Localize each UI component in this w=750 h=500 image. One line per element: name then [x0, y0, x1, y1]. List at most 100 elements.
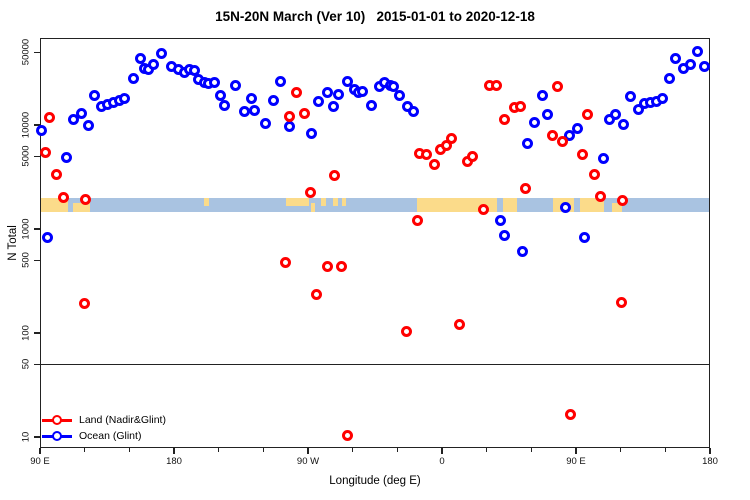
x-tick [575, 448, 577, 454]
data-point-ocean [560, 201, 572, 213]
data-point-ocean [684, 59, 696, 71]
data-point-ocean [76, 108, 88, 120]
y-tick [34, 259, 40, 262]
map-band-land-segment [321, 197, 326, 206]
x-tick [664, 448, 667, 452]
data-point-ocean [656, 92, 668, 104]
y-tick-label: 10 [20, 431, 32, 443]
data-point-land [290, 86, 302, 98]
data-point-land [467, 151, 479, 163]
map-band-land-segment [503, 197, 518, 213]
data-point-ocean [67, 114, 79, 126]
data-point-ocean [321, 86, 333, 98]
y-tick [34, 332, 40, 334]
x-tick [307, 448, 309, 454]
legend-label-land: Land (Nadir&Glint) [79, 414, 166, 426]
map-band-land-segment [417, 197, 498, 213]
data-point-land [299, 108, 311, 120]
data-point-ocean [664, 72, 676, 84]
data-point-ocean [127, 72, 139, 84]
x-tick [217, 448, 220, 452]
data-point-ocean [529, 116, 541, 128]
data-point-ocean [366, 100, 378, 112]
legend-swatch-land-icon [42, 415, 72, 426]
legend-item-ocean: Ocean (Glint) [42, 428, 166, 444]
data-point-ocean [89, 90, 101, 102]
x-tick [709, 448, 711, 454]
data-point-ocean [82, 119, 94, 131]
data-point-land [616, 194, 628, 206]
data-point-ocean [541, 109, 553, 121]
data-point-land [80, 193, 92, 205]
data-point-ocean [598, 152, 610, 164]
data-point-ocean [407, 105, 419, 117]
data-point-ocean [36, 124, 48, 136]
y-tick [34, 155, 40, 158]
data-point-ocean [156, 48, 168, 60]
data-point-ocean [249, 104, 261, 116]
data-point-land [401, 326, 413, 338]
y-tick [34, 51, 40, 54]
data-point-land [440, 139, 452, 151]
data-point-land [335, 260, 347, 272]
data-point-ocean [691, 46, 703, 58]
y-tick-label: 100 [20, 325, 32, 341]
data-point-ocean [275, 76, 287, 88]
data-point-land [564, 409, 576, 421]
data-point-land [453, 318, 465, 330]
data-point-ocean [147, 58, 159, 70]
map-band-land-segment [72, 203, 90, 213]
data-point-ocean [333, 88, 345, 100]
y-tick [34, 363, 40, 366]
data-point-land [514, 100, 526, 112]
x-tick [351, 448, 354, 452]
data-point-land [616, 297, 628, 309]
x-axis-label: Longitude (deg E) [329, 475, 421, 487]
data-point-land [57, 191, 69, 203]
data-point-land [581, 109, 593, 121]
data-point-land [552, 80, 564, 92]
data-point-land [411, 214, 423, 226]
data-point-land [311, 288, 323, 300]
y-tick-label: 1000 [20, 218, 32, 240]
data-point-land [428, 159, 440, 171]
y-tick-label: 50 [20, 359, 32, 370]
x-tick [173, 448, 175, 454]
data-point-land [595, 191, 607, 203]
data-point-ocean [118, 92, 130, 104]
data-point-ocean [61, 152, 73, 164]
data-point-ocean [625, 91, 637, 103]
reference-line [40, 364, 710, 366]
data-point-ocean [229, 79, 241, 91]
x-tick [441, 448, 443, 454]
data-point-land [520, 182, 532, 194]
data-point-ocean [209, 76, 221, 88]
y-axis-label: N Total [7, 225, 19, 261]
data-point-land [546, 129, 558, 141]
data-point-ocean [41, 232, 53, 244]
map-band-land-segment [342, 197, 346, 206]
chart-title: 15N-20N March (Ver 10) 2015-01-01 to 202… [215, 9, 535, 24]
x-tick [83, 448, 86, 452]
x-tick [485, 448, 488, 452]
data-point-ocean [536, 89, 548, 101]
y-tick-label: 50000 [20, 39, 32, 66]
x-tick [530, 448, 533, 452]
data-point-ocean [238, 105, 250, 117]
data-point-ocean [284, 121, 296, 133]
plot-area [40, 38, 710, 448]
data-point-ocean [134, 52, 146, 64]
data-point-land [51, 168, 63, 180]
x-tick [262, 448, 265, 452]
data-point-ocean [259, 117, 271, 129]
data-point-ocean [246, 92, 258, 104]
data-point-ocean [670, 52, 682, 64]
y-tick [34, 228, 40, 230]
legend-item-land: Land (Nadir&Glint) [42, 412, 166, 428]
data-point-ocean [494, 214, 506, 226]
data-point-land [321, 261, 333, 273]
x-tick [39, 448, 41, 454]
data-point-land [499, 114, 511, 126]
x-tick [619, 448, 622, 452]
